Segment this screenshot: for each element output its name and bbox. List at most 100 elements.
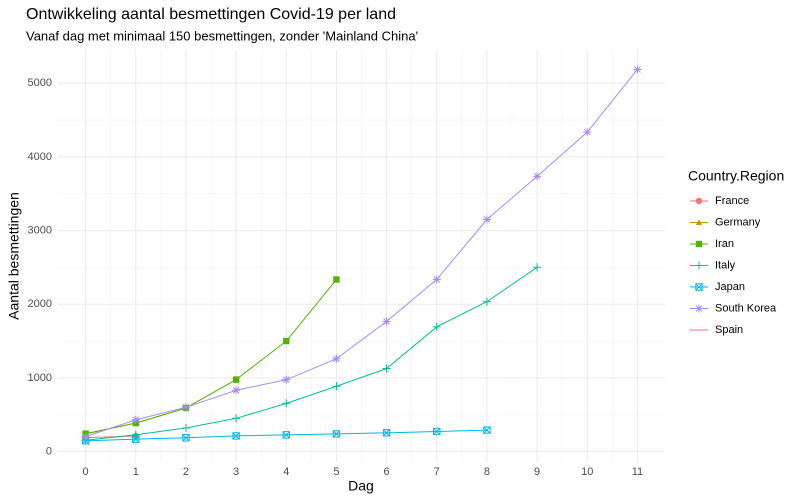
data-point [433, 427, 441, 436]
legend-label: Germany [715, 216, 761, 228]
data-point [382, 364, 391, 373]
x-tick-label: 3 [233, 466, 239, 478]
marker-shape [432, 275, 441, 284]
data-point [382, 317, 391, 326]
data-point [232, 376, 240, 383]
marker-shape [695, 197, 703, 205]
marker-shape [132, 435, 140, 443]
data-point [282, 399, 291, 408]
legend-label: Italy [715, 259, 736, 271]
data-point [232, 386, 241, 395]
series-line [85, 69, 638, 438]
data-point [533, 263, 542, 272]
data-point [332, 382, 341, 391]
marker-shape [332, 430, 341, 438]
marker-shape [131, 415, 140, 424]
legend-label: France [715, 195, 749, 207]
marker-shape [333, 276, 340, 283]
y-tick-label: 2000 [28, 298, 52, 310]
marker [695, 304, 703, 313]
series-line [85, 435, 136, 439]
data-point [232, 414, 241, 423]
marker-shape [433, 427, 441, 436]
marker-shape [695, 283, 703, 291]
data-point [132, 435, 140, 443]
chart-title: Ontwikkeling aantal besmettingen Covid-1… [26, 6, 396, 23]
series-line [85, 279, 337, 435]
marker-shape [232, 376, 240, 383]
data-point [181, 423, 190, 432]
grid [58, 50, 665, 462]
data-point [131, 430, 140, 439]
marker-shape [482, 215, 491, 224]
y-axis-title: Aantal besmettingen [6, 192, 22, 320]
x-tick-label: 4 [283, 466, 289, 478]
legend-label: South Korea [715, 302, 777, 314]
data-point [482, 297, 491, 306]
data-point [432, 322, 441, 331]
series-line [85, 266, 538, 441]
data-point [232, 432, 240, 440]
marker-shape [282, 375, 291, 384]
marker-shape [181, 403, 190, 412]
marker-shape [483, 426, 491, 434]
legend-label: Iran [715, 238, 734, 250]
marker-shape [282, 399, 291, 408]
marker-shape [695, 240, 703, 248]
x-tick-label: 9 [534, 466, 540, 478]
marker-shape [583, 128, 592, 137]
data-point [81, 432, 90, 441]
marker-shape [432, 322, 441, 331]
x-tick-label: 0 [83, 466, 89, 478]
data-point [533, 172, 542, 181]
data-point [633, 65, 642, 74]
data-point [181, 403, 190, 412]
marker-shape [81, 432, 90, 441]
y-tick-label: 0 [46, 446, 52, 458]
legend-title: Country.Region [688, 168, 784, 184]
marker-shape [695, 304, 703, 313]
marker-shape [232, 414, 241, 423]
x-tick-label: 1 [133, 466, 139, 478]
data-point [482, 215, 491, 224]
y-tick-label: 3000 [28, 224, 52, 236]
marker [695, 283, 703, 291]
x-tick-label: 5 [333, 466, 339, 478]
legend-label: Spain [715, 324, 743, 336]
x-tick-label: 2 [183, 466, 189, 478]
data-point [282, 431, 290, 439]
marker [695, 261, 703, 270]
x-axis-title: Dag [348, 478, 374, 494]
marker-shape [232, 432, 240, 440]
x-tick-label: 7 [434, 466, 440, 478]
marker-shape [382, 429, 391, 437]
marker [695, 197, 703, 205]
x-tick-label: 6 [384, 466, 390, 478]
data-point [382, 429, 391, 437]
y-tick-label: 5000 [28, 77, 52, 89]
y-tick-label: 4000 [28, 151, 52, 163]
y-tick-label: 1000 [28, 372, 52, 384]
marker-shape [332, 354, 341, 363]
data-point [583, 128, 592, 137]
x-tick-label: 8 [484, 466, 490, 478]
marker-shape [382, 317, 391, 326]
marker-shape [695, 261, 703, 270]
marker-shape [182, 434, 190, 442]
marker-shape [633, 65, 642, 74]
marker-shape [533, 172, 542, 181]
marker [695, 240, 703, 248]
data-point [483, 426, 491, 434]
marker-shape [482, 297, 491, 306]
data-point [282, 375, 291, 384]
legend-label: Japan [715, 281, 745, 293]
data-point [332, 430, 341, 438]
data-point [333, 276, 340, 283]
data-point [182, 434, 190, 442]
data-point [432, 275, 441, 284]
chart-subtitle: Vanaf dag met minimaal 150 besmettingen,… [26, 28, 418, 43]
marker [695, 219, 703, 226]
marker-shape [382, 364, 391, 373]
marker-shape [181, 423, 190, 432]
